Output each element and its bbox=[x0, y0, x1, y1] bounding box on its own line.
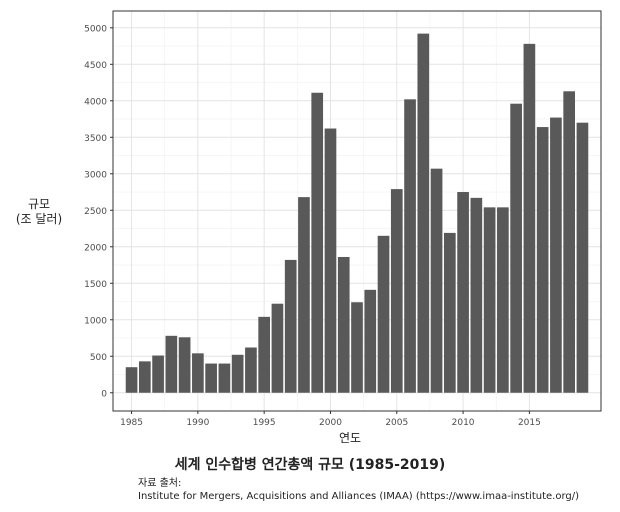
bar-1988 bbox=[165, 335, 178, 393]
bar-1992 bbox=[218, 363, 231, 393]
bar-2016 bbox=[536, 127, 549, 393]
bar-2010 bbox=[457, 192, 469, 393]
bar-2017 bbox=[550, 117, 562, 393]
x-tick-label: 1985 bbox=[120, 418, 143, 428]
bar-1994 bbox=[245, 347, 257, 393]
bar-1996 bbox=[271, 303, 284, 393]
bars bbox=[125, 33, 589, 393]
bar-2006 bbox=[404, 99, 416, 393]
bar-2014 bbox=[510, 103, 522, 393]
source-label: 자료 출처: bbox=[138, 478, 182, 489]
bar-2004 bbox=[377, 235, 390, 393]
chart-title: 세계 인수합병 연간총액 규모 (1985-2019) bbox=[174, 457, 446, 473]
y-tick-label: 5000 bbox=[84, 24, 107, 34]
bar-2005 bbox=[390, 189, 403, 393]
x-tick-label: 2005 bbox=[385, 418, 408, 428]
y-axis-title-line-1: 규모 bbox=[27, 197, 51, 211]
y-tick-label: 500 bbox=[90, 353, 107, 363]
y-tick-label: 3500 bbox=[84, 134, 107, 144]
bar-2012 bbox=[483, 207, 496, 393]
x-tick-label: 1990 bbox=[186, 418, 209, 428]
bar-1989 bbox=[178, 337, 191, 393]
y-tick-label: 1500 bbox=[84, 280, 107, 290]
x-tick-label: 1995 bbox=[253, 418, 276, 428]
bar-1995 bbox=[258, 316, 271, 393]
y-tick-label: 2500 bbox=[84, 207, 107, 217]
x-axis: 1985 1990 1995 2000 2005 2010 2015 bbox=[120, 411, 541, 428]
bar-1997 bbox=[284, 259, 297, 393]
y-tick-label: 3000 bbox=[84, 170, 107, 180]
bar-2002 bbox=[351, 302, 363, 393]
bar-2019 bbox=[576, 122, 589, 393]
bar-2001 bbox=[337, 256, 350, 393]
y-tick-label: 4500 bbox=[84, 61, 107, 71]
bar-2008 bbox=[430, 168, 443, 393]
x-tick-label: 2015 bbox=[518, 418, 541, 428]
source-note: 자료 출처: Institute for Mergers, Acquisitio… bbox=[138, 477, 579, 503]
x-axis-title: 연도 bbox=[338, 431, 362, 445]
bar-1985 bbox=[125, 367, 138, 393]
x-tick-label: 2000 bbox=[319, 418, 342, 428]
bar-1990 bbox=[192, 353, 204, 393]
source-text: Institute for Mergers, Acquisitions and … bbox=[138, 491, 580, 502]
bar-1999 bbox=[311, 92, 324, 393]
bar-1986 bbox=[138, 361, 151, 393]
bar-2007 bbox=[417, 33, 430, 393]
y-axis-title-line-2: (조 달러) bbox=[15, 212, 63, 226]
y-tick-label: 0 bbox=[101, 389, 107, 399]
y-tick-label: 4000 bbox=[84, 97, 107, 107]
plot-border bbox=[112, 10, 602, 412]
bar-2003 bbox=[364, 289, 377, 393]
bar-1991 bbox=[205, 363, 217, 393]
y-axis-title: 규모 (조 달러) bbox=[8, 197, 70, 227]
bar-2013 bbox=[497, 207, 509, 393]
bar-1998 bbox=[298, 197, 310, 393]
y-tick-label: 1000 bbox=[84, 316, 107, 326]
bar-2009 bbox=[443, 232, 456, 393]
bar-1987 bbox=[152, 355, 164, 393]
bar-2011 bbox=[470, 197, 483, 393]
bar-2000 bbox=[324, 128, 337, 393]
y-axis: 0 500 1000 1500 2000 2500 3000 3500 4000 4500 5000 bbox=[84, 24, 113, 399]
bar-2015 bbox=[523, 43, 536, 393]
bar-1993 bbox=[231, 354, 244, 393]
x-tick-label: 2010 bbox=[452, 418, 475, 428]
y-tick-label: 2000 bbox=[84, 243, 107, 253]
bar-2018 bbox=[563, 91, 576, 393]
